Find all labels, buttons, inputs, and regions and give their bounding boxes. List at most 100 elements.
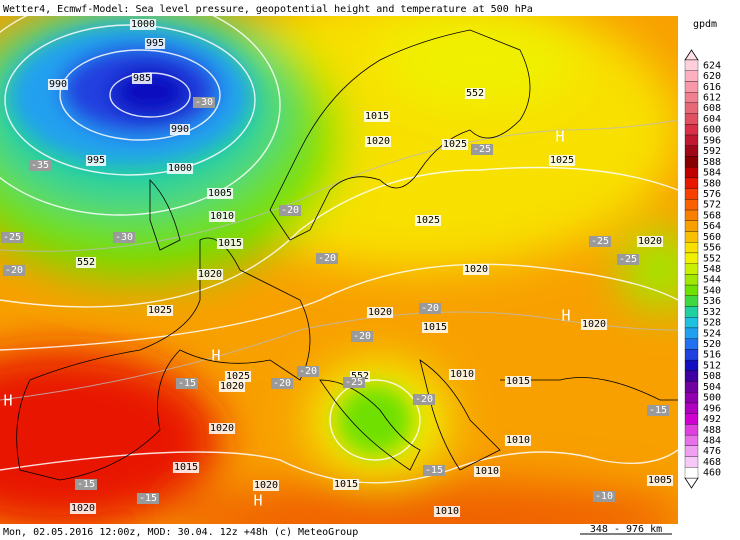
legend-label: 488 [703,425,721,436]
isobar-label-bg [366,307,394,318]
legend-label: 468 [703,457,721,468]
legend-swatch [684,113,699,125]
legend-label: 540 [703,285,721,296]
legend-swatch [684,327,699,339]
legend-swatch [684,231,699,243]
temperature-label-bg [28,160,52,171]
pressure-center: H [555,128,564,146]
legend-label: 476 [703,446,721,457]
isobar-label-bg [441,139,469,150]
map-area: 1000995990985990995100010051010101510201… [0,16,678,524]
legend-label: 516 [703,350,721,361]
legend-swatch [684,124,699,136]
isobar-label: 1015 [506,376,530,387]
isobar-label: 1020 [366,136,390,147]
temperature-label-bg [315,253,339,264]
isobar-label: 1025 [550,155,574,166]
legend-label: 520 [703,339,721,350]
legend-label: 616 [703,82,721,93]
temperature-label-bg [470,144,494,155]
isobar-label: 1010 [210,211,234,222]
isobar-label: 1020 [220,381,244,392]
legend-label: 564 [703,221,721,232]
isobar-label-bg [636,236,664,247]
isobar-label-bg [206,188,234,199]
legend-unit: gpdm [693,19,717,30]
isobar-label: 1000 [168,163,192,174]
isobar-label-bg [75,257,97,268]
temperature-label: -30 [115,232,133,243]
isobar-label: 1020 [368,307,392,318]
legend-swatch [684,413,699,425]
temperature-label: -20 [281,205,299,216]
legend-label: 508 [703,371,721,382]
isobar-label-bg [216,238,244,249]
isobar-label-bg [364,136,392,147]
legend-label: 536 [703,296,721,307]
isobar-label-bg [172,462,200,473]
isobar-label: 995 [146,38,164,49]
legend-swatch [684,134,699,146]
isobar-label-bg [85,155,107,166]
isobar-label-bg [414,215,442,226]
legend-label: 548 [703,264,721,275]
legend-swatch [684,59,699,71]
isobar-label-bg [218,381,246,392]
temperature-label: -15 [77,479,95,490]
pressure-center: H [253,492,262,510]
isobar-label-bg [224,371,252,382]
temperature-label: -20 [318,253,336,264]
temperature-label-bg [342,377,366,388]
isobar-label-bg [208,211,236,222]
isobar-label: 1020 [582,319,606,330]
legend-swatch [684,156,699,168]
legend-swatch [684,209,699,221]
isobar-label-bg [196,269,224,280]
isobar-label: 1010 [506,435,530,446]
legend-label: 576 [703,189,721,200]
temperature-label: -30 [195,97,213,108]
isobar-label-bg [462,264,490,275]
isobar-label: 552 [351,371,369,382]
legend-swatch [684,177,699,189]
isobar-label: 1000 [131,19,155,30]
legend-label: 580 [703,178,721,189]
isobar-label: 1010 [435,506,459,517]
legend-swatch [684,81,699,93]
legend-swatch [684,381,699,393]
legend-label: 608 [703,103,721,114]
legend-label: 500 [703,393,721,404]
title: Wetter4, Ecmwf-Model: Sea level pressure… [3,4,533,15]
isobar-label: 1020 [198,269,222,280]
isobar-label: 1020 [210,423,234,434]
scale-label: 348 - 976 km [590,524,662,535]
legend-swatch [684,102,699,114]
legend-swatch [684,456,699,468]
temperature-label-bg [136,493,160,504]
isobar-label: 1025 [148,305,172,316]
legend-swatch [684,338,699,350]
temperature-label-bg [616,254,640,265]
temperature-label: -15 [425,465,443,476]
isobar-label-bg [473,466,501,477]
isobar-label-bg [464,88,486,99]
isobar-label-bg [166,163,194,174]
legend-label: 544 [703,275,721,286]
legend-swatch [684,467,699,479]
isobar-label-bg [363,111,391,122]
isobar-label: 1020 [254,480,278,491]
legend-swatch [684,424,699,436]
legend-label: 620 [703,71,721,82]
temperature-label: -25 [345,377,363,388]
legend-swatch [684,402,699,414]
pressure-center: H [211,347,220,365]
isobar-label-bg [421,322,449,333]
isobar-label-bg [646,475,674,486]
isobar-label-bg [433,506,461,517]
isobar-label-bg [208,423,236,434]
isobar-label-bg [169,124,191,135]
isobar-label: 1015 [218,238,242,249]
legend-swatch [684,252,699,264]
legend-swatch [684,295,699,307]
